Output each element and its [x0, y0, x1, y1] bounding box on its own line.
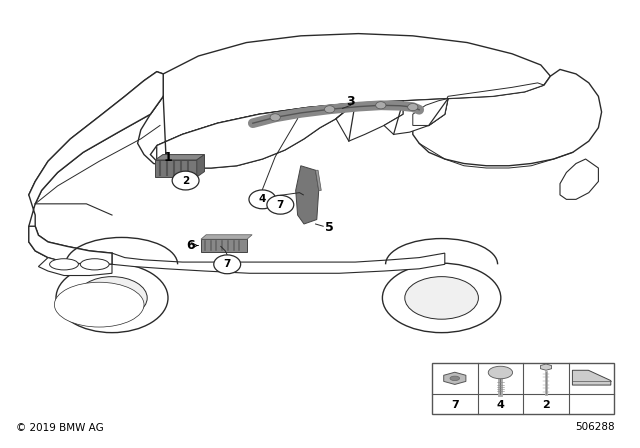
Text: 2: 2	[542, 400, 550, 410]
Bar	[432, 363, 614, 414]
Circle shape	[249, 190, 276, 209]
Ellipse shape	[383, 263, 500, 332]
Polygon shape	[138, 34, 550, 166]
Polygon shape	[112, 253, 445, 273]
Text: 3: 3	[346, 95, 355, 108]
Polygon shape	[38, 258, 112, 276]
Polygon shape	[201, 239, 247, 252]
Text: © 2019 BMW AG: © 2019 BMW AG	[16, 423, 104, 433]
Text: 7: 7	[223, 259, 231, 269]
Text: 7: 7	[276, 200, 284, 210]
Text: 6: 6	[186, 239, 195, 252]
Circle shape	[214, 255, 241, 274]
Circle shape	[270, 114, 280, 121]
Text: 5: 5	[325, 220, 334, 234]
Ellipse shape	[450, 376, 460, 381]
Text: 506288: 506288	[575, 422, 614, 432]
Polygon shape	[540, 364, 552, 370]
Polygon shape	[157, 103, 355, 168]
Ellipse shape	[77, 276, 147, 319]
Circle shape	[376, 102, 386, 109]
Circle shape	[324, 106, 335, 113]
Text: 7: 7	[451, 400, 459, 410]
Polygon shape	[296, 166, 319, 224]
Polygon shape	[201, 235, 252, 239]
Ellipse shape	[404, 276, 479, 319]
Polygon shape	[413, 69, 602, 166]
Polygon shape	[413, 99, 448, 125]
Circle shape	[267, 195, 294, 214]
Polygon shape	[157, 103, 355, 168]
Ellipse shape	[488, 366, 513, 379]
Polygon shape	[336, 101, 403, 141]
Circle shape	[172, 171, 199, 190]
Polygon shape	[156, 160, 197, 177]
Polygon shape	[384, 99, 448, 134]
Text: 4: 4	[497, 400, 504, 410]
Polygon shape	[29, 72, 163, 264]
Text: 2: 2	[182, 176, 189, 185]
Ellipse shape	[81, 259, 109, 270]
Polygon shape	[197, 155, 205, 177]
Ellipse shape	[54, 282, 144, 327]
Ellipse shape	[56, 263, 168, 332]
Polygon shape	[445, 83, 544, 103]
Polygon shape	[572, 370, 611, 385]
Text: 1: 1	[164, 151, 173, 164]
Polygon shape	[560, 159, 598, 199]
Polygon shape	[156, 155, 205, 160]
Polygon shape	[29, 226, 112, 264]
Polygon shape	[29, 72, 163, 204]
Polygon shape	[444, 372, 466, 384]
Polygon shape	[316, 170, 321, 190]
Ellipse shape	[50, 259, 79, 270]
Text: 4: 4	[259, 194, 266, 204]
Circle shape	[408, 103, 418, 111]
